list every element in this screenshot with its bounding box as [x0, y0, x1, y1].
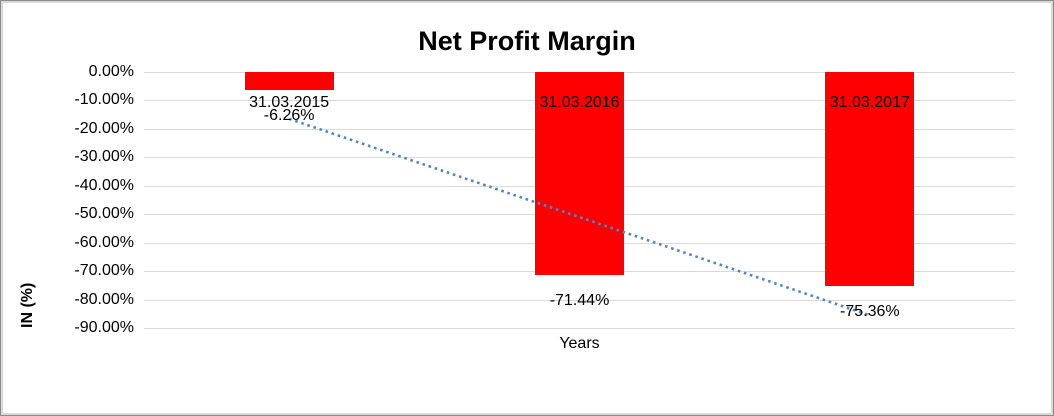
y-axis-tick-label: -50.00% — [74, 205, 134, 223]
labels-layer: 31.03.2015 -6.26% 31.03.2016 -71.44% 31.03.2… — [144, 72, 1015, 328]
category-label: 31.03.2015 — [249, 94, 330, 111]
gridline — [144, 328, 1015, 329]
y-axis-tick-label: -20.00% — [74, 119, 134, 137]
plot-area: 31.03.2015 -6.26% 31.03.2016 -71.44% 31.03.2… — [144, 72, 1015, 329]
chart-title: Net Profit Margin — [418, 26, 636, 56]
data-label: -71.44% — [549, 292, 610, 310]
y-axis-tick-label: -60.00% — [74, 233, 134, 251]
y-axis-tick-label: -10.00% — [74, 91, 134, 109]
gridline — [144, 299, 1015, 301]
bar-31.03.2017 — [825, 72, 915, 287]
y-axis-tick-labels: 0.00% -10.00% -20.00% -30.00% -40.00% -50.00%… — [1, 63, 134, 336]
y-axis-tick-label: -30.00% — [74, 148, 134, 166]
y-axis-tick-label: -80.00% — [74, 290, 134, 308]
data-label: -6.26% — [263, 106, 315, 124]
y-axis-tick-label: -70.00% — [74, 262, 134, 280]
bar-31.03.2016 — [535, 72, 624, 276]
bar-31.03.2015 — [244, 72, 334, 90]
category-label: 31.03.2017 — [829, 94, 910, 111]
y-axis-tick-label: -40.00% — [74, 176, 134, 194]
y-axis-tick-label: -90.00% — [74, 319, 134, 336]
data-label: -75.36% — [840, 303, 900, 321]
category-label: 31.03.2016 — [539, 94, 620, 111]
x-axis-title: Years — [559, 335, 600, 352]
y-axis-tick-label: 0.00% — [88, 63, 134, 80]
